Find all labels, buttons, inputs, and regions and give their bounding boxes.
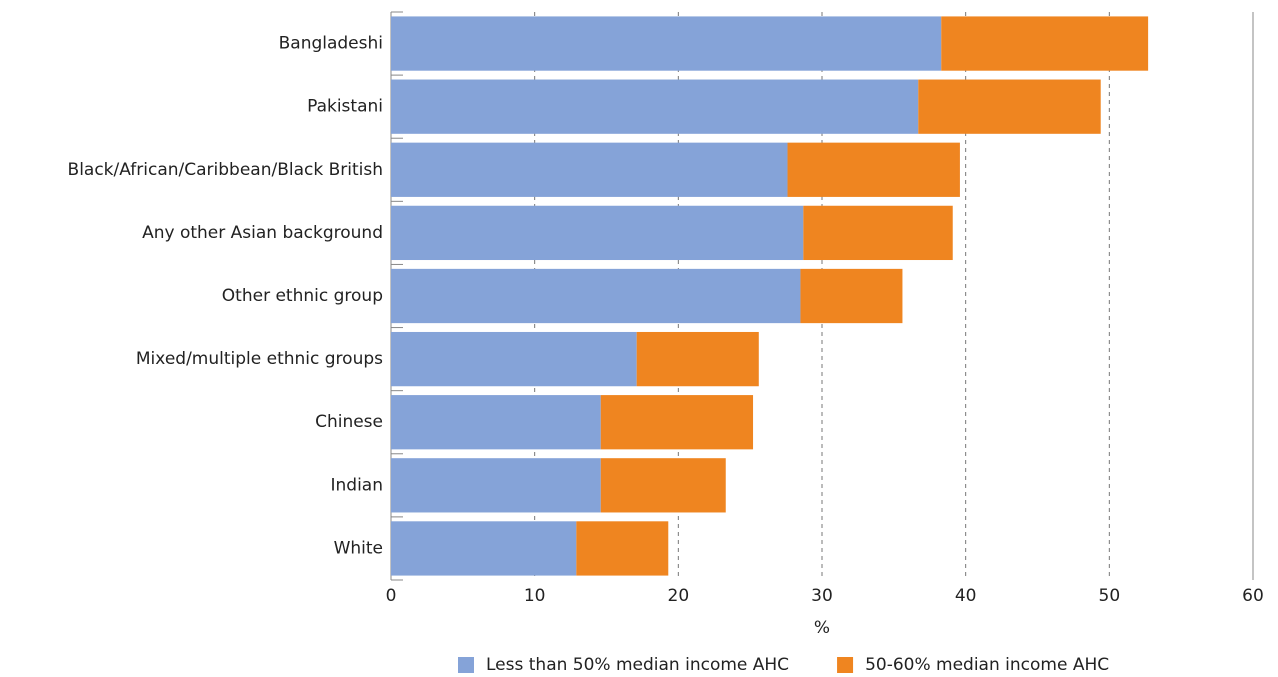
bar <box>391 458 601 513</box>
bar <box>391 521 577 576</box>
bar <box>391 268 801 324</box>
bar <box>600 458 726 513</box>
x-tick-label: 50 <box>1099 586 1121 606</box>
bar <box>600 395 754 450</box>
x-tick-label: 20 <box>668 586 690 606</box>
y-tick-label: Black/African/Caribbean/Black British <box>68 160 383 180</box>
y-tick-label: Pakistani <box>307 97 383 117</box>
bar <box>576 521 669 576</box>
x-tick-label: 30 <box>811 586 833 606</box>
legend-label: Less than 50% median income AHC <box>486 655 789 675</box>
y-tick-label: Other ethnic group <box>222 286 383 306</box>
x-tick-label: 0 <box>386 586 397 606</box>
y-tick-label: White <box>334 538 383 558</box>
bar <box>391 331 637 387</box>
bar <box>391 205 804 261</box>
bar <box>391 142 788 197</box>
bar <box>803 205 953 261</box>
bar <box>941 16 1149 71</box>
bar <box>391 79 919 134</box>
legend-swatch <box>458 657 474 673</box>
y-tick-label: Any other Asian background <box>142 223 383 243</box>
bar <box>391 16 942 71</box>
bar <box>918 79 1101 134</box>
x-tick-label: 10 <box>524 586 546 606</box>
bar <box>787 142 960 197</box>
legend-label: 50-60% median income AHC <box>865 655 1109 675</box>
bar <box>391 395 601 450</box>
y-tick-label: Bangladeshi <box>279 34 383 54</box>
bar <box>636 331 759 387</box>
x-axis-label: % <box>814 618 830 638</box>
y-tick-label: Chinese <box>315 412 383 432</box>
x-tick-label: 60 <box>1242 586 1264 606</box>
y-tick-label: Mixed/multiple ethnic groups <box>136 349 383 369</box>
y-tick-label: Indian <box>331 475 384 495</box>
legend-swatch <box>837 657 854 673</box>
x-tick-label: 40 <box>955 586 977 606</box>
bar <box>800 268 903 324</box>
